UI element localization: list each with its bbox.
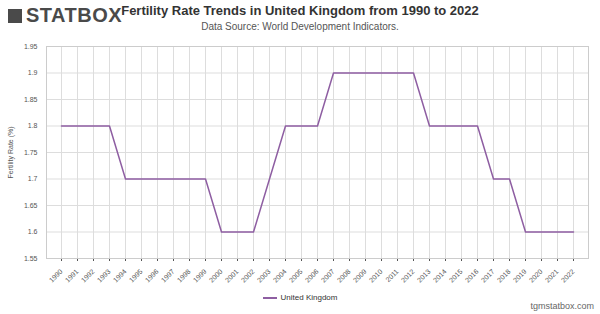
- svg-text:1.85: 1.85: [24, 96, 38, 103]
- svg-text:2009: 2009: [352, 268, 368, 284]
- svg-text:2015: 2015: [448, 268, 464, 284]
- svg-text:2011: 2011: [384, 268, 400, 284]
- svg-text:1.55: 1.55: [24, 255, 38, 262]
- svg-text:1.6: 1.6: [28, 228, 38, 235]
- html-text:United Kingdom: United Kingdom: [280, 293, 338, 302]
- svg-text:2012: 2012: [400, 268, 416, 284]
- svg-text:2019: 2019: [512, 268, 528, 284]
- svg-text:2013: 2013: [416, 268, 432, 284]
- svg-text:2005: 2005: [288, 268, 304, 284]
- svg-text:2014: 2014: [432, 268, 448, 284]
- svg-text:1996: 1996: [144, 268, 160, 284]
- svg-text:2002: 2002: [240, 268, 256, 284]
- svg-text:1995: 1995: [128, 268, 144, 284]
- svg-text:2003: 2003: [256, 268, 272, 284]
- svg-text:1993: 1993: [96, 268, 112, 284]
- svg-text:1.9: 1.9: [28, 69, 38, 76]
- svg-text:2018: 2018: [496, 268, 512, 284]
- svg-text:2000: 2000: [208, 268, 224, 284]
- svg-text:2006: 2006: [304, 268, 320, 284]
- svg-text:2008: 2008: [336, 268, 352, 284]
- html-text:Data Source: World Development: Data Source: World Development Indicator…: [201, 21, 399, 32]
- svg-text:1.8: 1.8: [28, 122, 38, 129]
- svg-text:1.75: 1.75: [24, 149, 38, 156]
- svg-text:1991: 1991: [64, 268, 80, 284]
- svg-text:1994: 1994: [112, 268, 128, 284]
- svg-text:1990: 1990: [48, 268, 64, 284]
- svg-text:1992: 1992: [80, 268, 96, 284]
- svg-text:1997: 1997: [160, 268, 176, 284]
- svg-text:2022: 2022: [560, 268, 576, 284]
- svg-text:Fertility Rate (%): Fertility Rate (%): [7, 126, 15, 178]
- svg-text:2020: 2020: [528, 268, 544, 284]
- svg-text:2004: 2004: [272, 268, 288, 284]
- svg-text:1.7: 1.7: [28, 175, 38, 182]
- svg-text:2017: 2017: [480, 268, 496, 284]
- svg-text:1999: 1999: [192, 268, 208, 284]
- html-text:tgmstatbox.com: tgmstatbox.com: [530, 301, 594, 311]
- svg-text:1998: 1998: [176, 268, 192, 284]
- svg-text:2001: 2001: [224, 268, 240, 284]
- html-text:STATBOXFertility Rate Trends i: STATBOXFertility Rate Trends in United K…: [26, 3, 479, 26]
- svg-text:2016: 2016: [464, 268, 480, 284]
- svg-text:1.65: 1.65: [24, 202, 38, 209]
- svg-text:1.95: 1.95: [24, 43, 38, 50]
- svg-text:2007: 2007: [320, 268, 336, 284]
- svg-text:2021: 2021: [544, 268, 560, 284]
- svg-text:2010: 2010: [368, 268, 384, 284]
